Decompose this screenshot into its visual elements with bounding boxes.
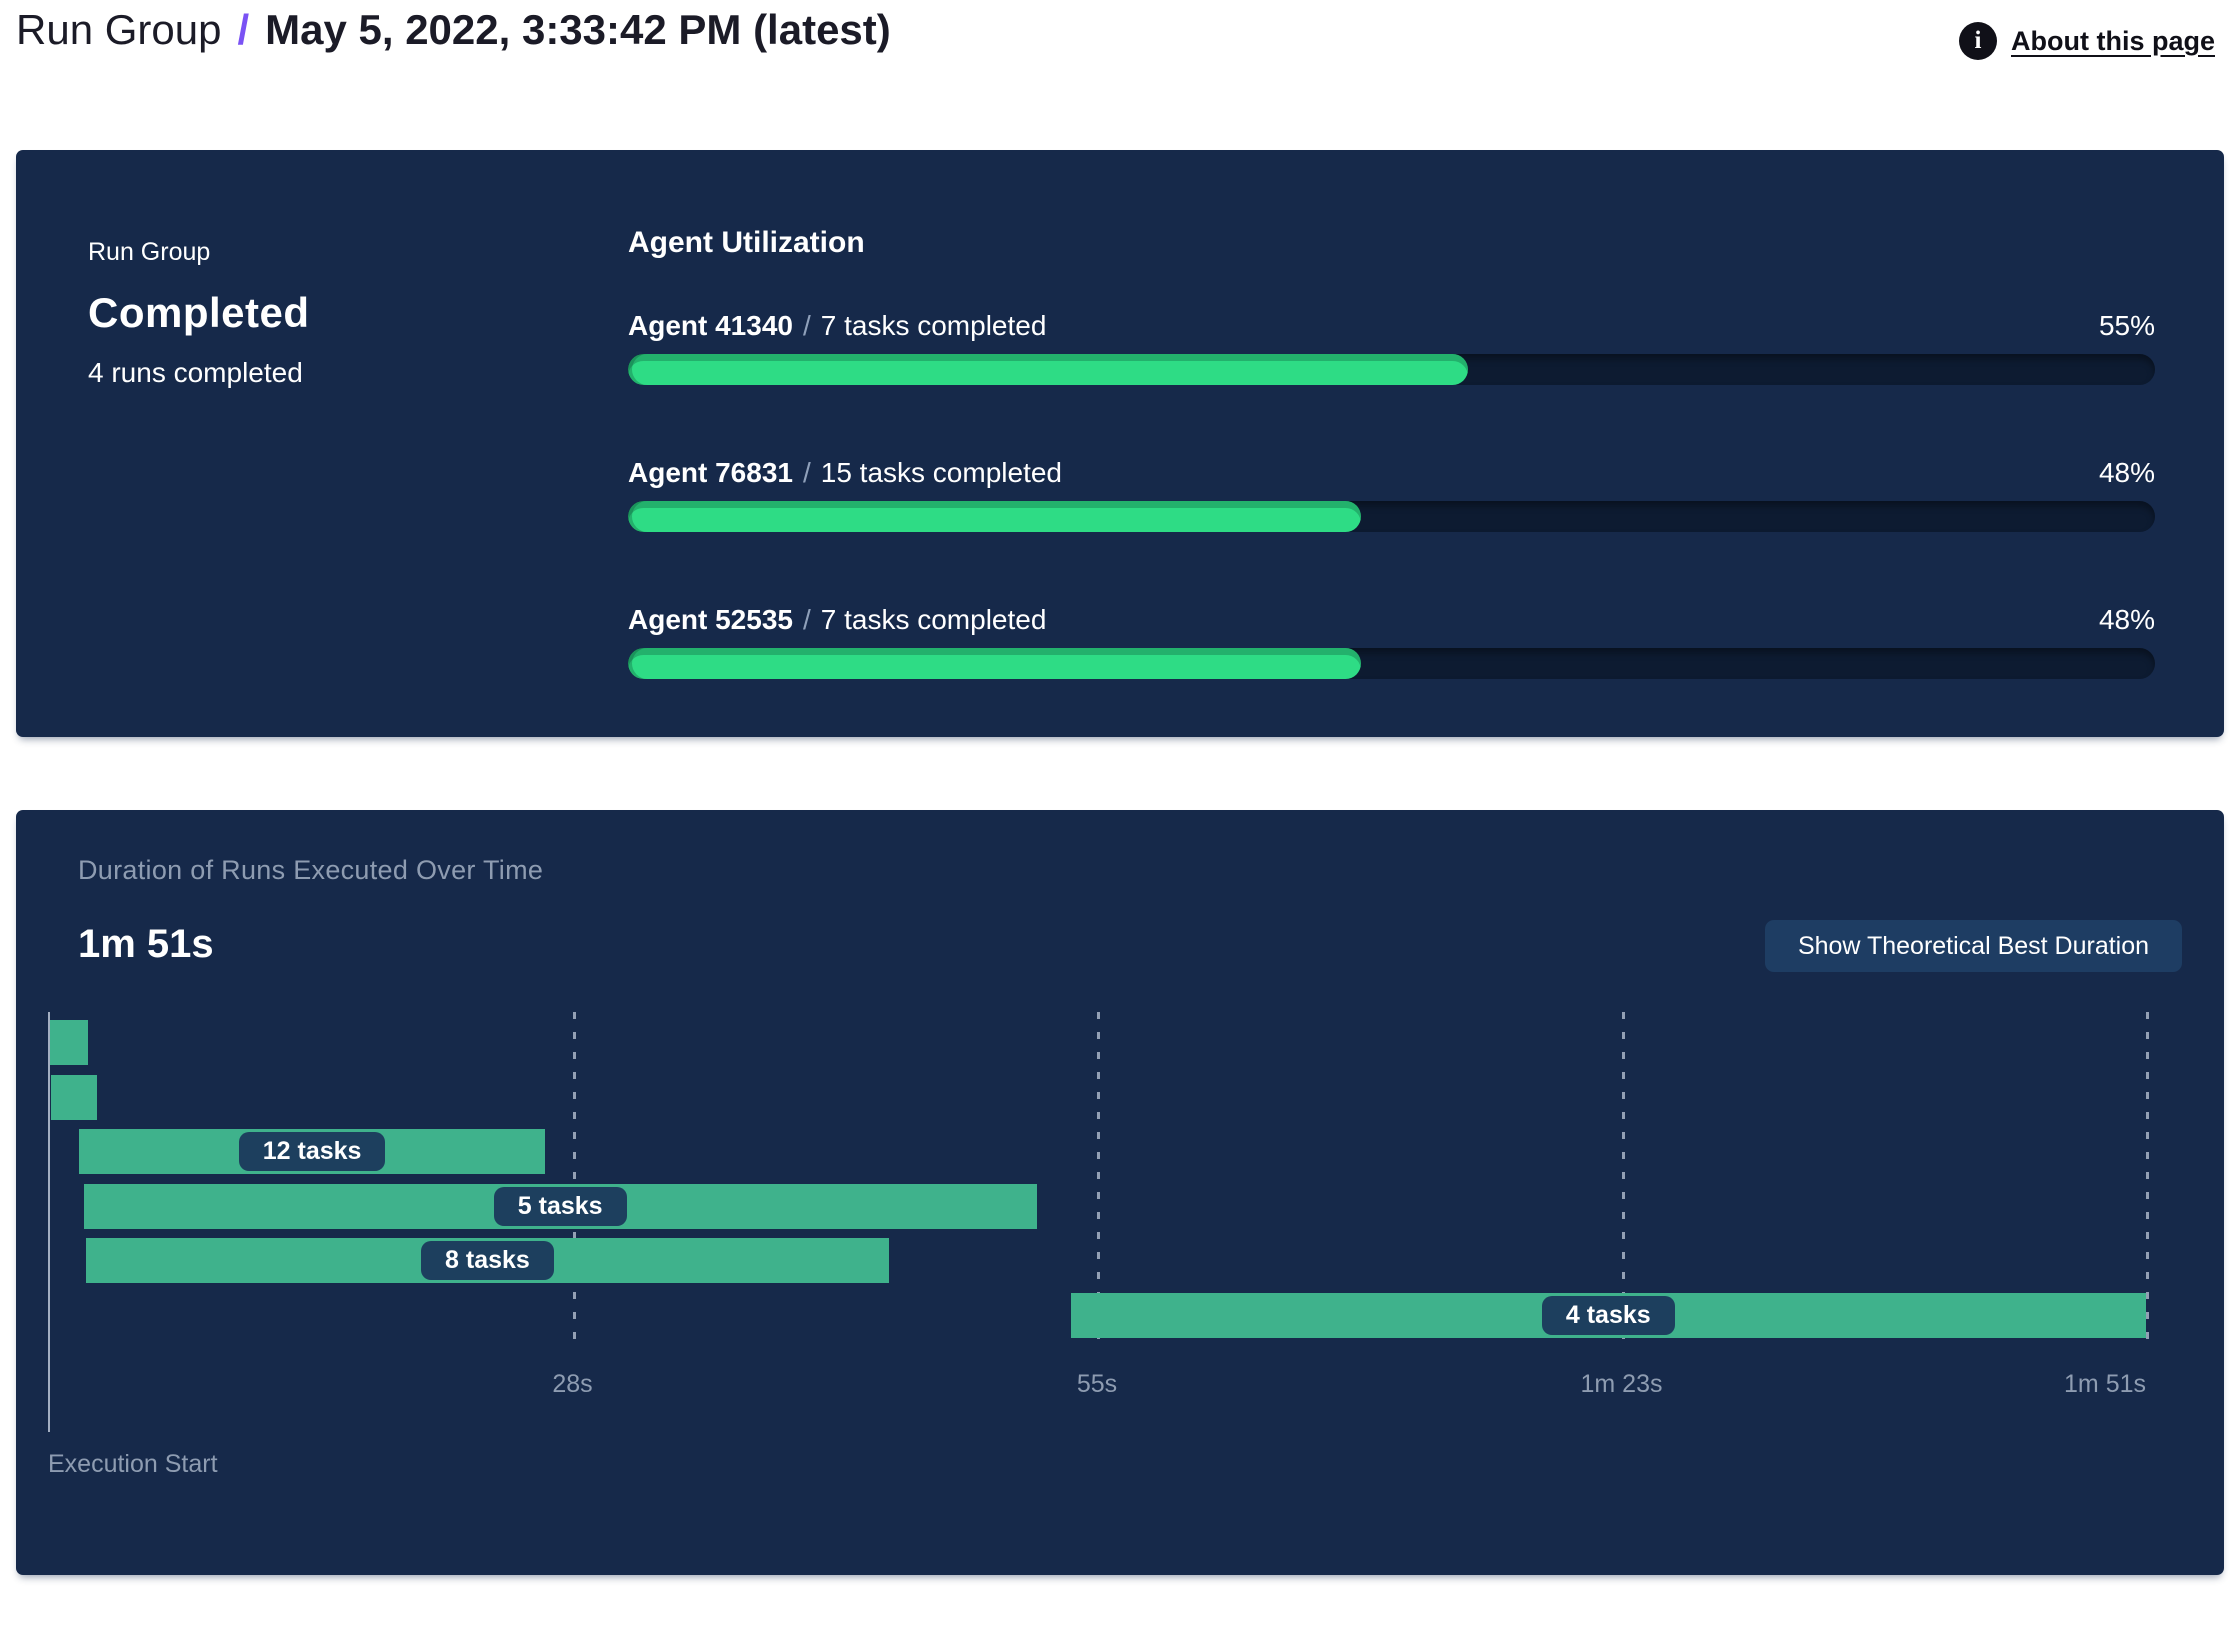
duration-chart-title: Duration of Runs Executed Over Time [78, 855, 544, 885]
agent-label-line: Agent 41340 / 7 tasks completed 55% [628, 310, 2155, 342]
about-this-page[interactable]: i About this page [1959, 22, 2215, 60]
agent-utilization-heading: Agent Utilization [628, 226, 865, 259]
gridline [2146, 1012, 2149, 1346]
run-bar[interactable] [49, 1020, 88, 1065]
agent-utilization-percent: 48% [2098, 457, 2155, 488]
agent-progress-track [628, 501, 2155, 532]
axis-tick-label: 1m 23s [1580, 1370, 1663, 1398]
agent-utilization-row: Agent 41340 / 7 tasks completed 55% [628, 310, 2155, 385]
run-group-label: Run Group [88, 238, 211, 266]
breadcrumb-run-group[interactable]: Run Group [16, 6, 222, 53]
task-count-pill: 4 tasks [1541, 1296, 1675, 1335]
agent-label: Agent 76831 / 15 tasks completed [628, 457, 1062, 489]
task-count-pill: 12 tasks [238, 1132, 386, 1171]
agent-label-separator: / [802, 310, 811, 341]
info-icon[interactable]: i [1959, 22, 1997, 60]
agent-label: Agent 52535 / 7 tasks completed [628, 604, 1046, 636]
agent-progress-fill [628, 354, 1468, 385]
status-completed: Completed [88, 289, 310, 336]
agent-label: Agent 41340 / 7 tasks completed [628, 310, 1046, 342]
axis-tick-label: 1m 51s [2064, 1370, 2146, 1398]
run-bar[interactable]: 4 tasks [1070, 1293, 2146, 1338]
run-bar[interactable] [50, 1075, 98, 1120]
agent-tasks-completed: 7 tasks completed [820, 310, 1047, 341]
agent-tasks-completed: 7 tasks completed [820, 604, 1047, 635]
show-theoretical-best-duration-button[interactable]: Show Theoretical Best Duration [1765, 920, 2182, 972]
breadcrumb: Run Group / May 5, 2022, 3:33:42 PM (lat… [16, 6, 891, 54]
agent-tasks-completed: 15 tasks completed [820, 457, 1062, 488]
agent-name: Agent 41340 [628, 310, 793, 341]
duration-card: Duration of Runs Executed Over Time 1m 5… [16, 810, 2224, 1575]
gridline [572, 1012, 576, 1346]
gridline [1097, 1012, 1100, 1346]
gantt-chart: 28s 55s 1m 23s 1m 51s 12 tasks 5 tasks 8 tasks… [48, 1012, 2188, 1442]
run-bar[interactable]: 5 tasks [83, 1184, 1037, 1229]
execution-start-label: Execution Start [48, 1450, 218, 1478]
agent-utilization-section: Agent Utilization Agent 41340 / 7 tasks co… [628, 226, 2155, 751]
run-group-status-block: Run Group Completed 4 runs completed [88, 238, 310, 389]
agent-progress-fill [628, 501, 1361, 532]
axis-tick-label: 28s [552, 1370, 593, 1398]
breadcrumb-separator: / [237, 6, 250, 53]
agent-utilization-percent: 48% [2098, 604, 2155, 635]
agent-label-separator: / [802, 457, 811, 488]
task-count-pill: 8 tasks [421, 1241, 554, 1280]
runs-completed-count: 4 runs completed [88, 357, 303, 388]
execution-start-axis-line [48, 1012, 50, 1432]
agent-rows: Agent 41340 / 7 tasks completed 55% Agent 76… [628, 310, 2155, 679]
about-link[interactable]: About this page [2011, 25, 2215, 56]
axis-tick-label: 55s [1076, 1370, 1118, 1398]
page-title: May 5, 2022, 3:33:42 PM (latest) [265, 6, 891, 53]
agent-progress-fill [628, 648, 1361, 679]
run-bar[interactable]: 12 tasks [79, 1129, 546, 1174]
run-bar[interactable]: 8 tasks [85, 1238, 890, 1283]
agent-name: Agent 76831 [628, 457, 793, 488]
agent-progress-track [628, 648, 2155, 679]
agent-progress-track [628, 354, 2155, 385]
agent-utilization-row: Agent 76831 / 15 tasks completed 48% [628, 457, 2155, 532]
agent-label-separator: / [802, 604, 811, 635]
agent-label-line: Agent 76831 / 15 tasks completed 48% [628, 457, 2155, 489]
total-duration-value: 1m 51s [78, 922, 214, 966]
agent-utilization-percent: 55% [2098, 310, 2155, 341]
run-group-summary-card: Run Group Completed 4 runs completed Age… [16, 150, 2224, 737]
task-count-pill: 5 tasks [493, 1187, 627, 1226]
agent-label-line: Agent 52535 / 7 tasks completed 48% [628, 604, 2155, 636]
gridline [1621, 1012, 1625, 1346]
agent-utilization-row: Agent 52535 / 7 tasks completed 48% [628, 604, 2155, 679]
agent-name: Agent 52535 [628, 604, 793, 635]
